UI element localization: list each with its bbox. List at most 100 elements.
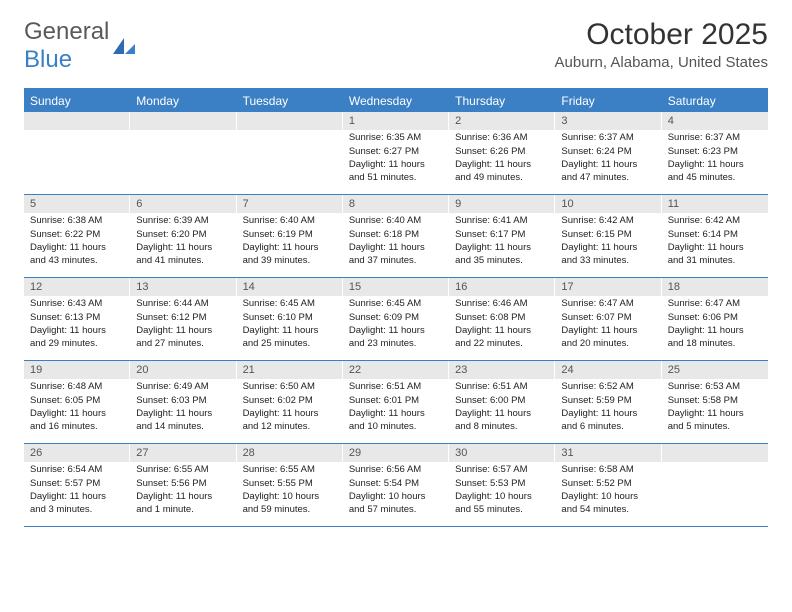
daylight-text: Daylight: 11 hours bbox=[561, 242, 655, 254]
daylight-text: and 35 minutes. bbox=[455, 255, 549, 267]
day-number: 6 bbox=[130, 195, 236, 213]
day-info: Sunrise: 6:49 AMSunset: 6:03 PMDaylight:… bbox=[130, 381, 236, 433]
day-cell: 31Sunrise: 6:58 AMSunset: 5:52 PMDayligh… bbox=[555, 444, 661, 526]
day-cell: 5Sunrise: 6:38 AMSunset: 6:22 PMDaylight… bbox=[24, 195, 130, 277]
daylight-text: and 45 minutes. bbox=[668, 172, 762, 184]
daylight-text: and 25 minutes. bbox=[243, 338, 337, 350]
sunset-text: Sunset: 6:08 PM bbox=[455, 312, 549, 324]
daylight-text: Daylight: 11 hours bbox=[349, 325, 443, 337]
sunset-text: Sunset: 5:56 PM bbox=[136, 478, 230, 490]
daylight-text: Daylight: 11 hours bbox=[455, 159, 549, 171]
day-info: Sunrise: 6:42 AMSunset: 6:14 PMDaylight:… bbox=[662, 215, 768, 267]
day-cell: 24Sunrise: 6:52 AMSunset: 5:59 PMDayligh… bbox=[555, 361, 661, 443]
day-cell: 4 Sunrise: 6:37 AMSunset: 6:23 PMDaylight… bbox=[662, 112, 768, 194]
brand-blue: Blue bbox=[24, 46, 72, 73]
daylight-text: and 8 minutes. bbox=[455, 421, 549, 433]
daylight-text: and 20 minutes. bbox=[561, 338, 655, 350]
daylight-text: and 59 minutes. bbox=[243, 504, 337, 516]
day-number: 24 bbox=[555, 361, 661, 379]
day-info: Sunrise: 6:35 AMSunset: 6:27 PMDaylight:… bbox=[343, 132, 449, 184]
daylight-text: and 55 minutes. bbox=[455, 504, 549, 516]
sunset-text: Sunset: 5:53 PM bbox=[455, 478, 549, 490]
weekday-header: Tuesday bbox=[237, 90, 343, 112]
daylight-text: and 16 minutes. bbox=[30, 421, 124, 433]
daylight-text: and 3 minutes. bbox=[30, 504, 124, 516]
day-number: 10 bbox=[555, 195, 661, 213]
sunrise-text: Sunrise: 6:35 AM bbox=[349, 132, 443, 144]
day-number: 4 bbox=[662, 112, 768, 130]
day-cell: 29Sunrise: 6:56 AMSunset: 5:54 PMDayligh… bbox=[343, 444, 449, 526]
daylight-text: Daylight: 11 hours bbox=[349, 242, 443, 254]
sunrise-text: Sunrise: 6:58 AM bbox=[561, 464, 655, 476]
sunset-text: Sunset: 6:26 PM bbox=[455, 146, 549, 158]
sunrise-text: Sunrise: 6:57 AM bbox=[455, 464, 549, 476]
sunset-text: Sunset: 6:12 PM bbox=[136, 312, 230, 324]
weekday-header: Wednesday bbox=[343, 90, 449, 112]
daylight-text: and 57 minutes. bbox=[349, 504, 443, 516]
day-cell: . bbox=[237, 112, 343, 194]
day-cell: 30Sunrise: 6:57 AMSunset: 5:53 PMDayligh… bbox=[449, 444, 555, 526]
sunrise-text: Sunrise: 6:44 AM bbox=[136, 298, 230, 310]
day-number: 26 bbox=[24, 444, 130, 462]
sunrise-text: Sunrise: 6:52 AM bbox=[561, 381, 655, 393]
day-info: Sunrise: 6:51 AMSunset: 6:00 PMDaylight:… bbox=[449, 381, 555, 433]
day-cell: 16Sunrise: 6:46 AMSunset: 6:08 PMDayligh… bbox=[449, 278, 555, 360]
day-info: Sunrise: 6:37 AMSunset: 6:23 PMDaylight:… bbox=[662, 132, 768, 184]
sunset-text: Sunset: 6:03 PM bbox=[136, 395, 230, 407]
day-info: Sunrise: 6:57 AMSunset: 5:53 PMDaylight:… bbox=[449, 464, 555, 516]
sunrise-text: Sunrise: 6:54 AM bbox=[30, 464, 124, 476]
sunset-text: Sunset: 6:24 PM bbox=[561, 146, 655, 158]
day-number: . bbox=[237, 112, 343, 130]
day-cell: 2Sunrise: 6:36 AMSunset: 6:26 PMDaylight… bbox=[449, 112, 555, 194]
day-cell: 3Sunrise: 6:37 AMSunset: 6:24 PMDaylight… bbox=[555, 112, 661, 194]
daylight-text: and 10 minutes. bbox=[349, 421, 443, 433]
day-info: Sunrise: 6:45 AMSunset: 6:09 PMDaylight:… bbox=[343, 298, 449, 350]
daylight-text: and 51 minutes. bbox=[349, 172, 443, 184]
day-number: 22 bbox=[343, 361, 449, 379]
sunrise-text: Sunrise: 6:37 AM bbox=[561, 132, 655, 144]
day-info: Sunrise: 6:41 AMSunset: 6:17 PMDaylight:… bbox=[449, 215, 555, 267]
daylight-text: Daylight: 11 hours bbox=[243, 408, 337, 420]
week-row: 12Sunrise: 6:43 AMSunset: 6:13 PMDayligh… bbox=[24, 278, 768, 361]
day-info: Sunrise: 6:48 AMSunset: 6:05 PMDaylight:… bbox=[24, 381, 130, 433]
day-info: Sunrise: 6:58 AMSunset: 5:52 PMDaylight:… bbox=[555, 464, 661, 516]
day-number: 15 bbox=[343, 278, 449, 296]
sunset-text: Sunset: 5:57 PM bbox=[30, 478, 124, 490]
day-number: 27 bbox=[130, 444, 236, 462]
day-info: Sunrise: 6:55 AMSunset: 5:55 PMDaylight:… bbox=[237, 464, 343, 516]
day-info: Sunrise: 6:38 AMSunset: 6:22 PMDaylight:… bbox=[24, 215, 130, 267]
day-info: Sunrise: 6:47 AMSunset: 6:06 PMDaylight:… bbox=[662, 298, 768, 350]
daylight-text: Daylight: 11 hours bbox=[243, 325, 337, 337]
sunrise-text: Sunrise: 6:56 AM bbox=[349, 464, 443, 476]
day-cell: 18Sunrise: 6:47 AMSunset: 6:06 PMDayligh… bbox=[662, 278, 768, 360]
daylight-text: and 1 minute. bbox=[136, 504, 230, 516]
day-cell: 19Sunrise: 6:48 AMSunset: 6:05 PMDayligh… bbox=[24, 361, 130, 443]
day-cell: 21Sunrise: 6:50 AMSunset: 6:02 PMDayligh… bbox=[237, 361, 343, 443]
day-cell: 12Sunrise: 6:43 AMSunset: 6:13 PMDayligh… bbox=[24, 278, 130, 360]
daylight-text: Daylight: 11 hours bbox=[561, 325, 655, 337]
day-info: Sunrise: 6:45 AMSunset: 6:10 PMDaylight:… bbox=[237, 298, 343, 350]
daylight-text: and 6 minutes. bbox=[561, 421, 655, 433]
sunset-text: Sunset: 6:09 PM bbox=[349, 312, 443, 324]
day-info: Sunrise: 6:40 AMSunset: 6:18 PMDaylight:… bbox=[343, 215, 449, 267]
month-title: October 2025 bbox=[555, 18, 768, 52]
day-info: Sunrise: 6:55 AM Sunset: 5:56 PMDaylight:… bbox=[130, 464, 236, 516]
sunrise-text: Sunrise: 6:51 AM bbox=[455, 381, 549, 393]
day-number: 11 bbox=[662, 195, 768, 213]
daylight-text: Daylight: 10 hours bbox=[349, 491, 443, 503]
daylight-text: and 5 minutes. bbox=[668, 421, 762, 433]
daylight-text: Daylight: 10 hours bbox=[243, 491, 337, 503]
day-info: Sunrise: 6:44 AMSunset: 6:12 PMDaylight:… bbox=[130, 298, 236, 350]
sunset-text: Sunset: 6:06 PM bbox=[668, 312, 762, 324]
daylight-text: Daylight: 11 hours bbox=[136, 491, 230, 503]
day-info: Sunrise: 6:36 AMSunset: 6:26 PMDaylight:… bbox=[449, 132, 555, 184]
daylight-text: and 27 minutes. bbox=[136, 338, 230, 350]
sunrise-text: Sunrise: 6:42 AM bbox=[668, 215, 762, 227]
sunset-text: Sunset: 6:02 PM bbox=[243, 395, 337, 407]
daylight-text: Daylight: 11 hours bbox=[30, 491, 124, 503]
daylight-text: and 31 minutes. bbox=[668, 255, 762, 267]
day-info: Sunrise: 6:50 AMSunset: 6:02 PMDaylight:… bbox=[237, 381, 343, 433]
day-number: 3 bbox=[555, 112, 661, 130]
sunrise-text: Sunrise: 6:55 AM bbox=[136, 464, 230, 476]
daylight-text: Daylight: 11 hours bbox=[30, 325, 124, 337]
